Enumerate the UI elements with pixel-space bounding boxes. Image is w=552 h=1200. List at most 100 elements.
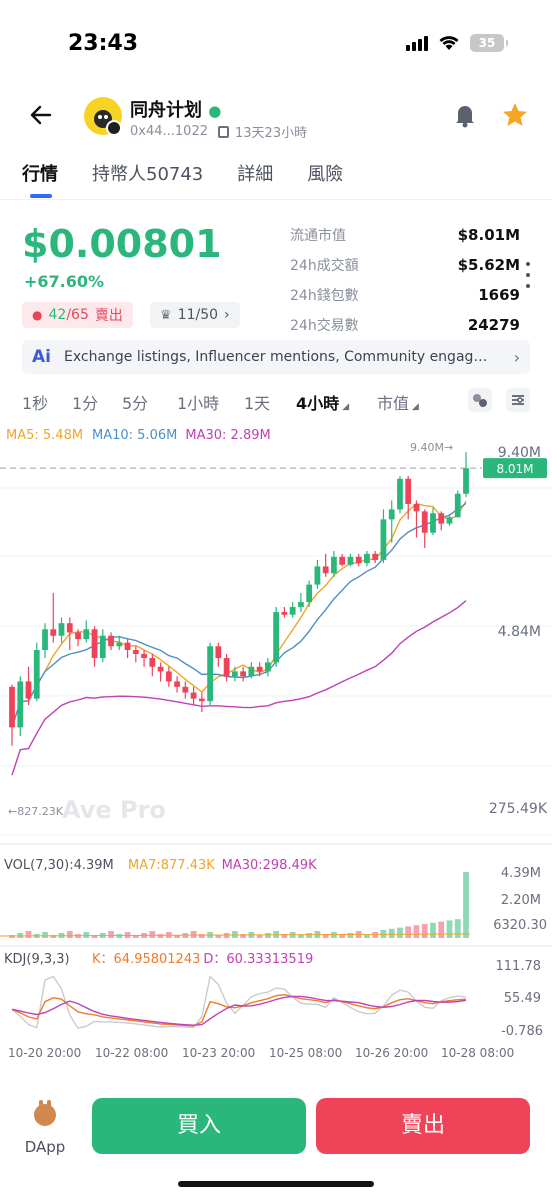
volume-bar xyxy=(9,935,15,938)
price-change: +67.60% xyxy=(24,272,105,291)
candle-body xyxy=(289,606,296,615)
x-axis-label: 10-26 20:00 xyxy=(355,1046,428,1060)
candle-body xyxy=(42,629,48,651)
volume-bar xyxy=(231,931,238,938)
candle-body xyxy=(438,513,445,524)
volume-bar xyxy=(430,922,436,938)
stat-value: $8.01M xyxy=(457,226,520,244)
volume-bar xyxy=(265,933,271,938)
interval-1d[interactable]: 1天 xyxy=(244,394,271,413)
candle-body xyxy=(174,681,180,687)
volume-bar xyxy=(463,872,469,938)
stat-row: 24h成交額 $5.62M xyxy=(290,250,520,280)
y-tick-label: 9.40M xyxy=(498,445,541,461)
buy-button[interactable]: 買入 xyxy=(92,1098,306,1154)
candle-body xyxy=(397,478,403,510)
candlestick-chart-svg[interactable]: MA5: 5.48M MA10: 5.06M MA30: 2.89M8.01M9.4… xyxy=(0,420,552,1060)
frog-emoji-icon: ● xyxy=(208,102,222,120)
ma-line xyxy=(11,600,467,776)
money-bag-icon: ● xyxy=(32,308,43,322)
interval-4h-label: 4小時 xyxy=(296,394,340,413)
y-tick-label: 4.84M xyxy=(498,624,541,640)
kdj-legend-item: KDJ(9,3,3) xyxy=(4,952,70,967)
interval-5m[interactable]: 5分 xyxy=(122,394,149,413)
rank-value: 11/50 xyxy=(177,307,219,323)
current-price-tag xyxy=(483,458,547,479)
candle-body xyxy=(190,692,197,699)
tab-market[interactable]: 行情 xyxy=(22,150,58,199)
volume-bar xyxy=(50,935,57,938)
interval-1m[interactable]: 1分 xyxy=(72,394,99,413)
buy-count: 42 xyxy=(48,307,67,323)
home-indicator xyxy=(178,1181,374,1187)
sell-count: 65 xyxy=(71,307,89,323)
candle-body xyxy=(463,468,469,494)
candle-body xyxy=(116,642,123,647)
candle-body xyxy=(454,493,461,518)
tab-details[interactable]: 詳細 xyxy=(237,164,274,185)
display-mode-label: 市值 xyxy=(377,394,410,413)
candle-body xyxy=(265,662,271,672)
interval-tabs: 1秒 1分 5分 1小時 1天 4小時 ◢ 市值 ◢ xyxy=(0,386,552,416)
candle-body xyxy=(314,566,321,585)
ai-insight-banner[interactable]: Ai Exchange listings, Influencer mention… xyxy=(22,340,530,374)
candle-body xyxy=(132,650,139,654)
volume-bar xyxy=(372,932,379,938)
candle-body xyxy=(355,556,362,564)
ma-legend-item: MA5: 5.48M xyxy=(6,428,83,443)
token-address[interactable]: 0x44...1022 xyxy=(130,124,208,139)
interval-4h[interactable]: 4小時 ◢ xyxy=(296,390,349,414)
dapp-button[interactable]: DApp xyxy=(22,1100,68,1156)
status-bar: 23:43 35 xyxy=(0,0,552,90)
candle-body xyxy=(58,623,65,636)
chevron-right-icon: › xyxy=(513,348,520,367)
volume-bar xyxy=(397,927,403,938)
ma-line xyxy=(11,502,467,728)
dapp-label: DApp xyxy=(24,1138,66,1156)
dropdown-triangle-icon: ◢ xyxy=(409,402,419,412)
volume-bar xyxy=(240,934,247,938)
volume-bar xyxy=(405,926,412,938)
rank-chip[interactable]: ♛ 11/50 › xyxy=(150,302,240,328)
copy-icon[interactable] xyxy=(218,125,229,138)
token-name: 同舟计划 ● xyxy=(130,96,221,122)
candle-body xyxy=(248,666,255,677)
stat-row: 24h交易數 24279 xyxy=(290,310,520,340)
volume-bar xyxy=(256,935,263,938)
token-header: 同舟计划 ● 0x44...1022 13天23小時 xyxy=(0,90,552,146)
interval-1s[interactable]: 1秒 xyxy=(22,394,49,413)
battery-icon: 35 xyxy=(470,34,508,52)
candle-body xyxy=(364,553,370,564)
chevron-right-icon: › xyxy=(224,307,230,323)
back-arrow-icon[interactable] xyxy=(26,100,56,130)
sell-button[interactable]: 賣出 xyxy=(316,1098,530,1154)
chart-settings-icon[interactable] xyxy=(506,388,530,412)
tab-risk[interactable]: 風險 xyxy=(307,164,344,185)
more-options-icon[interactable] xyxy=(524,262,532,288)
indicator-toggle-icon[interactable] xyxy=(468,388,492,412)
candle-body xyxy=(405,478,412,504)
stat-label: 24h成交額 xyxy=(290,258,359,274)
favorite-star-icon[interactable] xyxy=(500,100,530,130)
price-chart[interactable]: MA5: 5.48M MA10: 5.06M MA30: 2.89M 8.01M 9.4… xyxy=(0,420,552,1060)
status-time: 23:43 xyxy=(68,31,139,56)
volume-bar xyxy=(108,931,114,938)
display-mode-select[interactable]: 市值 ◢ xyxy=(377,390,419,414)
tab-holders[interactable]: 持幣人50743 xyxy=(92,164,204,185)
volume-bar xyxy=(42,932,48,938)
candle-body xyxy=(347,556,354,565)
ai-icon: Ai xyxy=(32,347,51,367)
trade-count-chip[interactable]: ● 42/65 賣出 xyxy=(22,302,133,328)
candle-body xyxy=(91,629,98,659)
candle-body xyxy=(231,671,238,677)
volume-legend-item: MA30:298.49K xyxy=(222,858,318,873)
candle-body xyxy=(256,666,263,672)
x-axis-label: 10-22 08:00 xyxy=(95,1046,168,1060)
candle-body xyxy=(99,635,106,659)
volume-bar xyxy=(25,931,32,938)
volume-tick-label: 6320.30 xyxy=(493,918,547,933)
bell-icon[interactable] xyxy=(450,100,480,130)
volume-bar xyxy=(66,931,73,938)
interval-1h[interactable]: 1小時 xyxy=(177,394,220,413)
candle-body xyxy=(17,681,24,728)
